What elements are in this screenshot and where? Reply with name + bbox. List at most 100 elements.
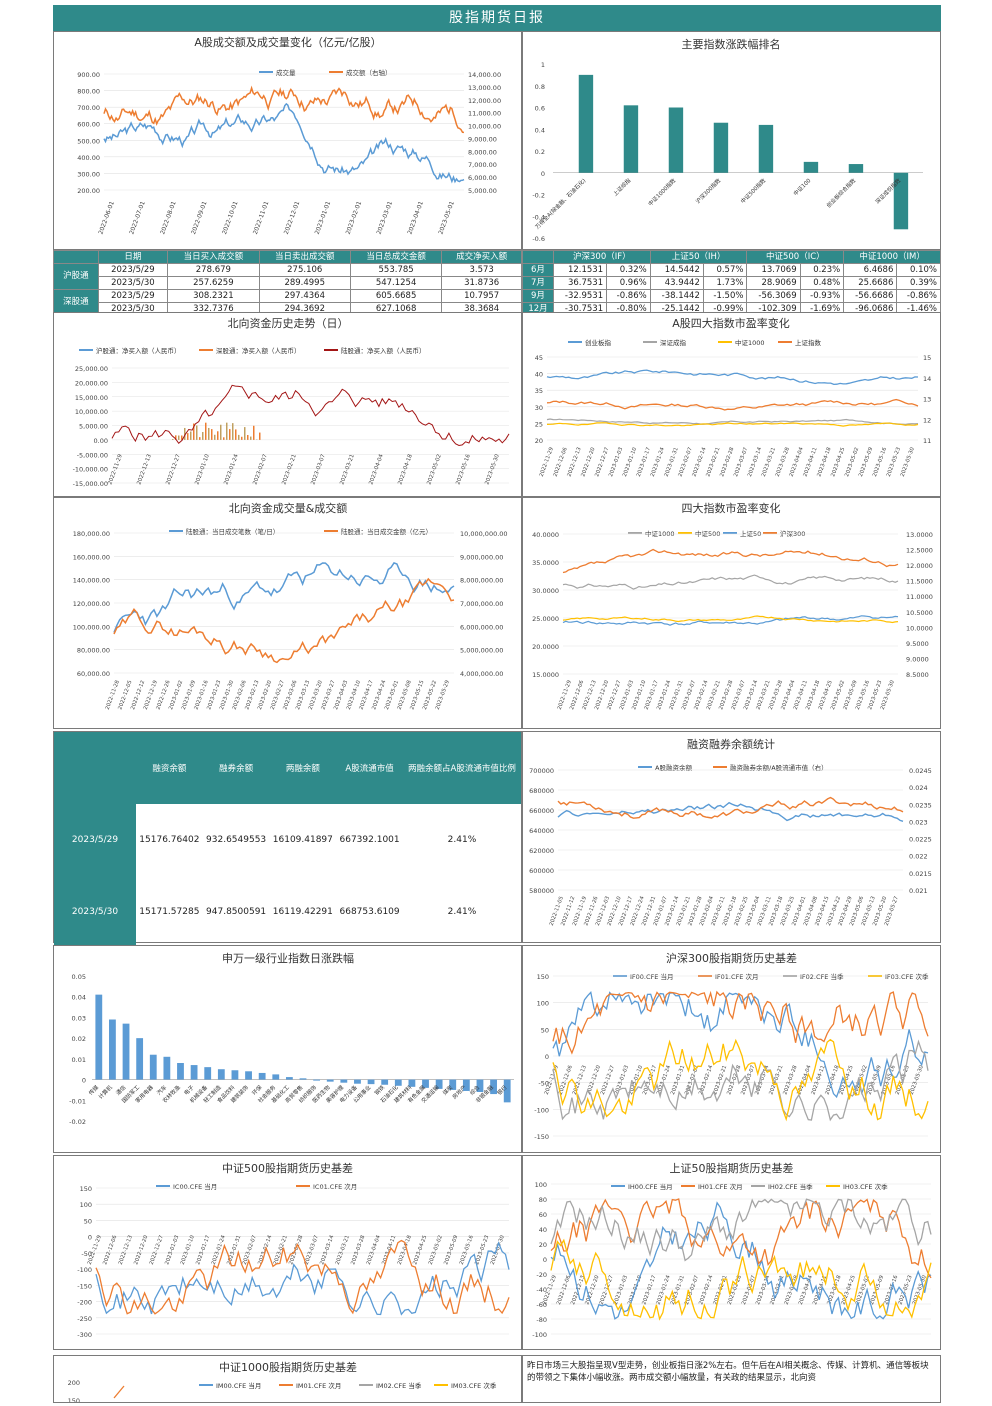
y-tick-label: 0.8 [535,83,545,91]
legend-label: 上证指数 [795,338,822,347]
chart-title: A股四大指数市盈率变化 [672,316,790,330]
y-tick-label: -0.6 [532,235,545,243]
y-tick-label: 12.0000 [906,562,933,570]
x-tick-label: 2023-03-21 [761,447,777,478]
x-tick-label: 2023-03-28 [782,1064,798,1096]
basis-header: 中证1000（IM） [844,251,941,264]
basis-line-peak [114,1386,124,1398]
corner-cell [523,251,554,264]
y-tick-label: 700.00 [77,104,100,112]
basis-header: 沪深300（IF） [553,251,650,264]
legend-label: 陆股通：当日成交笔数（笔/日） [186,527,279,536]
y-tick-label: -0.2 [532,192,545,200]
bar-12 [259,1073,266,1080]
flow-bar [247,435,249,440]
x-tick-label: 2023-05-23 [897,1275,913,1306]
y-tick-label: 10,000.00 [75,408,108,416]
contract-month: 9月 [523,290,554,303]
basis-cell: 28.9069 [747,277,800,290]
category-label: 万得全A(除金融、石油石化) [533,177,587,231]
x-tick-label: 2023-03-07 [310,453,327,486]
x-tick-label: 2022-12-20 [133,1234,149,1266]
table-cell: 275.106 [259,264,350,277]
y-tick-label: 0.4 [535,126,545,134]
y-tick-label: 600.00 [77,121,100,129]
margin-balance-chart: 融资融券余额统计A股融资余额融资融券余额/A股流通市值（右）7000006800… [523,732,940,942]
y-tick-label: 20,000.00 [75,379,108,387]
y-tick-label: 40 [539,1226,547,1234]
y-tick-label: 11.5000 [906,578,933,586]
x-tick-label: 2022-08-01 [159,200,178,235]
bar-5 [804,162,818,173]
y-tick-label: 150 [68,1397,80,1402]
margin-cell: 16119.42291 [269,876,336,948]
y-tick-label: 7,000,000.00 [460,600,503,608]
chart-panel-northbound-volume: 北向资金成交量&成交额陆股通：当日成交笔数（笔/日）陆股通：当日成交金额（亿元）… [53,497,522,729]
y-tick-label: 200 [68,1379,80,1387]
y-tick-label: 0 [541,170,545,178]
margin-header: 融资余额 [136,732,203,804]
y-tick-label: 680000 [529,787,554,795]
group-label: 沪股通 [54,264,99,290]
basis-cell: -56.3069 [747,290,800,303]
y-tick-label: 20 [535,437,543,445]
legend-label: IF01.CFE 次月 [715,972,758,981]
basis-line-1 [551,1199,931,1278]
flow-bar [250,437,252,440]
flow-bar [226,423,228,440]
x-tick-label: 2023-05-01 [437,200,456,235]
x-tick-label: 2023-01-31 [664,447,680,478]
bar-19 [354,1080,361,1084]
y-tick-label: 0.6 [535,105,545,113]
flow-bar [199,437,201,440]
flow-bar [259,433,261,440]
basis-cell: 12.1531 [553,264,606,277]
x-tick-label: 2023-05-09 [858,447,874,478]
basis-header: 上证50（IH） [650,251,747,264]
margin-cell: 15176.76402 [136,804,203,876]
category-label: 中证500指数 [739,176,768,205]
contract-month: 6月 [523,264,554,277]
x-tick-label: 2023-05-02 [428,1235,444,1266]
table-cell: 2023/5/29 [98,290,168,303]
basis-cell: 0.32% [607,264,651,277]
basis-cell: -38.1442 [650,290,703,303]
flow-bar [241,437,243,440]
y-tick-label: 0.0215 [909,870,932,878]
x-tick-label: 2023-04-11 [803,447,819,478]
table-cell: 2023/5/29 [98,264,168,277]
bar-9 [218,1069,225,1079]
x-tick-label: 2023-01-31 [226,1235,242,1266]
x-tick-label: 2023-01-24 [656,1274,672,1306]
x-tick-label: 2023-04-01 [406,200,425,235]
industry-index-chart: 申万一级行业指数日涨跌幅0.050.040.030.020.010-0.01-0… [54,946,521,1152]
legend-label: 沪股通：净买入额（人民币） [96,346,181,355]
flow-bar [205,423,207,440]
y-tick-label: 600000 [529,867,554,875]
y-tick-label: 640000 [529,827,554,835]
x-tick-label: 2023-02-28 [288,1234,304,1266]
chart-title: 沪深300股指期货历史基差 [666,951,797,965]
chart-title: 中证1000股指期货历史基差 [219,1360,357,1374]
y-tick-label: 1 [541,61,545,69]
flow-bar [196,425,198,439]
flow-bar [178,436,180,440]
x-tick-label: 2023-01-01 [314,200,333,235]
northbound-volume-chart: 北向资金成交量&成交额陆股通：当日成交笔数（笔/日）陆股通：当日成交金额（亿元）… [54,498,521,728]
y-tick-label: 0.00 [94,437,108,445]
chart-title: 上证50股指期货历史基差 [670,1161,794,1175]
y-tick-label: 660000 [529,807,554,815]
y-tick-label: 8,000.00 [468,148,497,156]
category-label: 中证100 [792,176,813,197]
y-tick-label: -100 [534,1106,549,1114]
x-tick-label: 2023-05-23 [474,1235,490,1266]
bar-1 [624,105,638,172]
